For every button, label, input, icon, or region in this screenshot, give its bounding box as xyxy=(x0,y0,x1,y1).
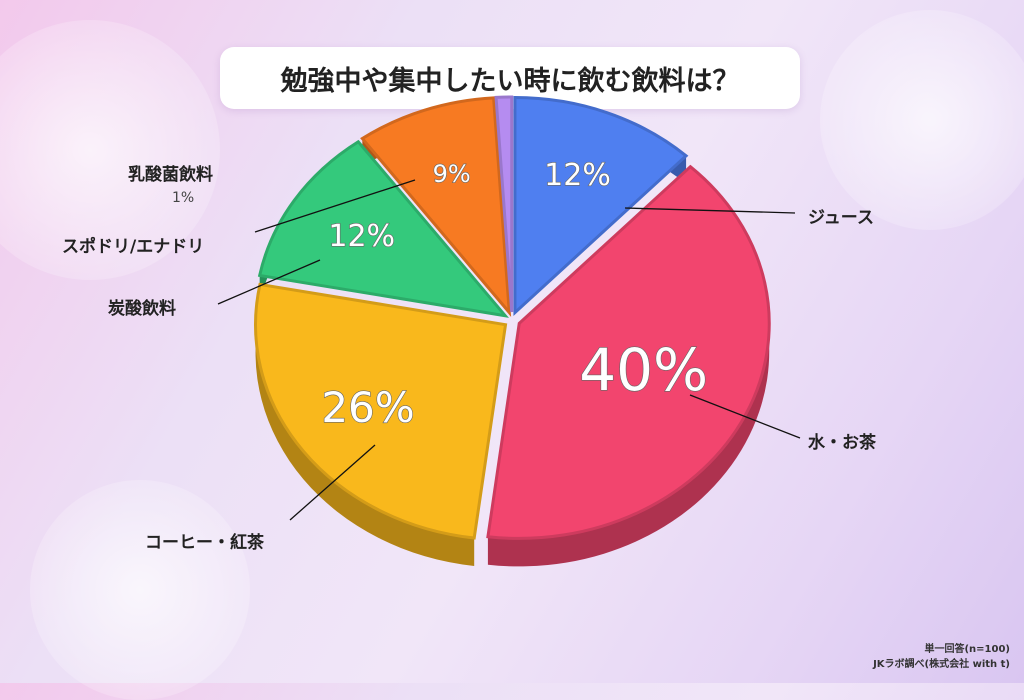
slice-5 xyxy=(494,95,514,313)
percent-label-1: 40% xyxy=(579,336,708,404)
percent-label-2: 26% xyxy=(321,383,414,432)
label-juice: ジュース xyxy=(808,208,874,228)
slice-4 xyxy=(360,96,512,317)
label-water-tea: 水・お茶 xyxy=(808,433,876,453)
label-lactic: 乳酸菌飲料 xyxy=(128,165,213,185)
value-lactic: 1% xyxy=(172,190,195,206)
percent-label-4: 9% xyxy=(433,160,471,188)
label-coffee-tea: コーヒー・紅茶 xyxy=(145,533,264,553)
slice-3 xyxy=(257,139,510,318)
percent-label-0: 12% xyxy=(544,158,611,193)
label-soda: 炭酸飲料 xyxy=(108,299,176,319)
leader-line-4 xyxy=(254,179,416,233)
pie-chart: 12% 40% 26% 12% 9% xyxy=(217,95,801,567)
label-sports-energy: スポドリ/エナドリ xyxy=(62,237,205,257)
slice-2 xyxy=(254,282,508,540)
leader-line-3 xyxy=(217,259,321,305)
footnote-source: JKラボ調べ(株式会社 with t) xyxy=(873,659,1010,670)
slice-side xyxy=(255,284,475,567)
leader-line-2 xyxy=(289,444,376,521)
chart-title: 勉強中や集中したい時に飲む飲料は？ xyxy=(220,47,800,109)
decor-glow xyxy=(30,480,250,700)
slice-1 xyxy=(486,164,771,540)
leader-line-1 xyxy=(689,394,801,439)
decor-glow xyxy=(820,10,1024,230)
percent-label-3: 12% xyxy=(328,219,395,254)
footnote-sample: 単一回答(n=100) xyxy=(924,644,1010,655)
leader-line-0 xyxy=(624,207,796,214)
slice-0 xyxy=(513,96,689,316)
decor-glow xyxy=(0,20,220,280)
